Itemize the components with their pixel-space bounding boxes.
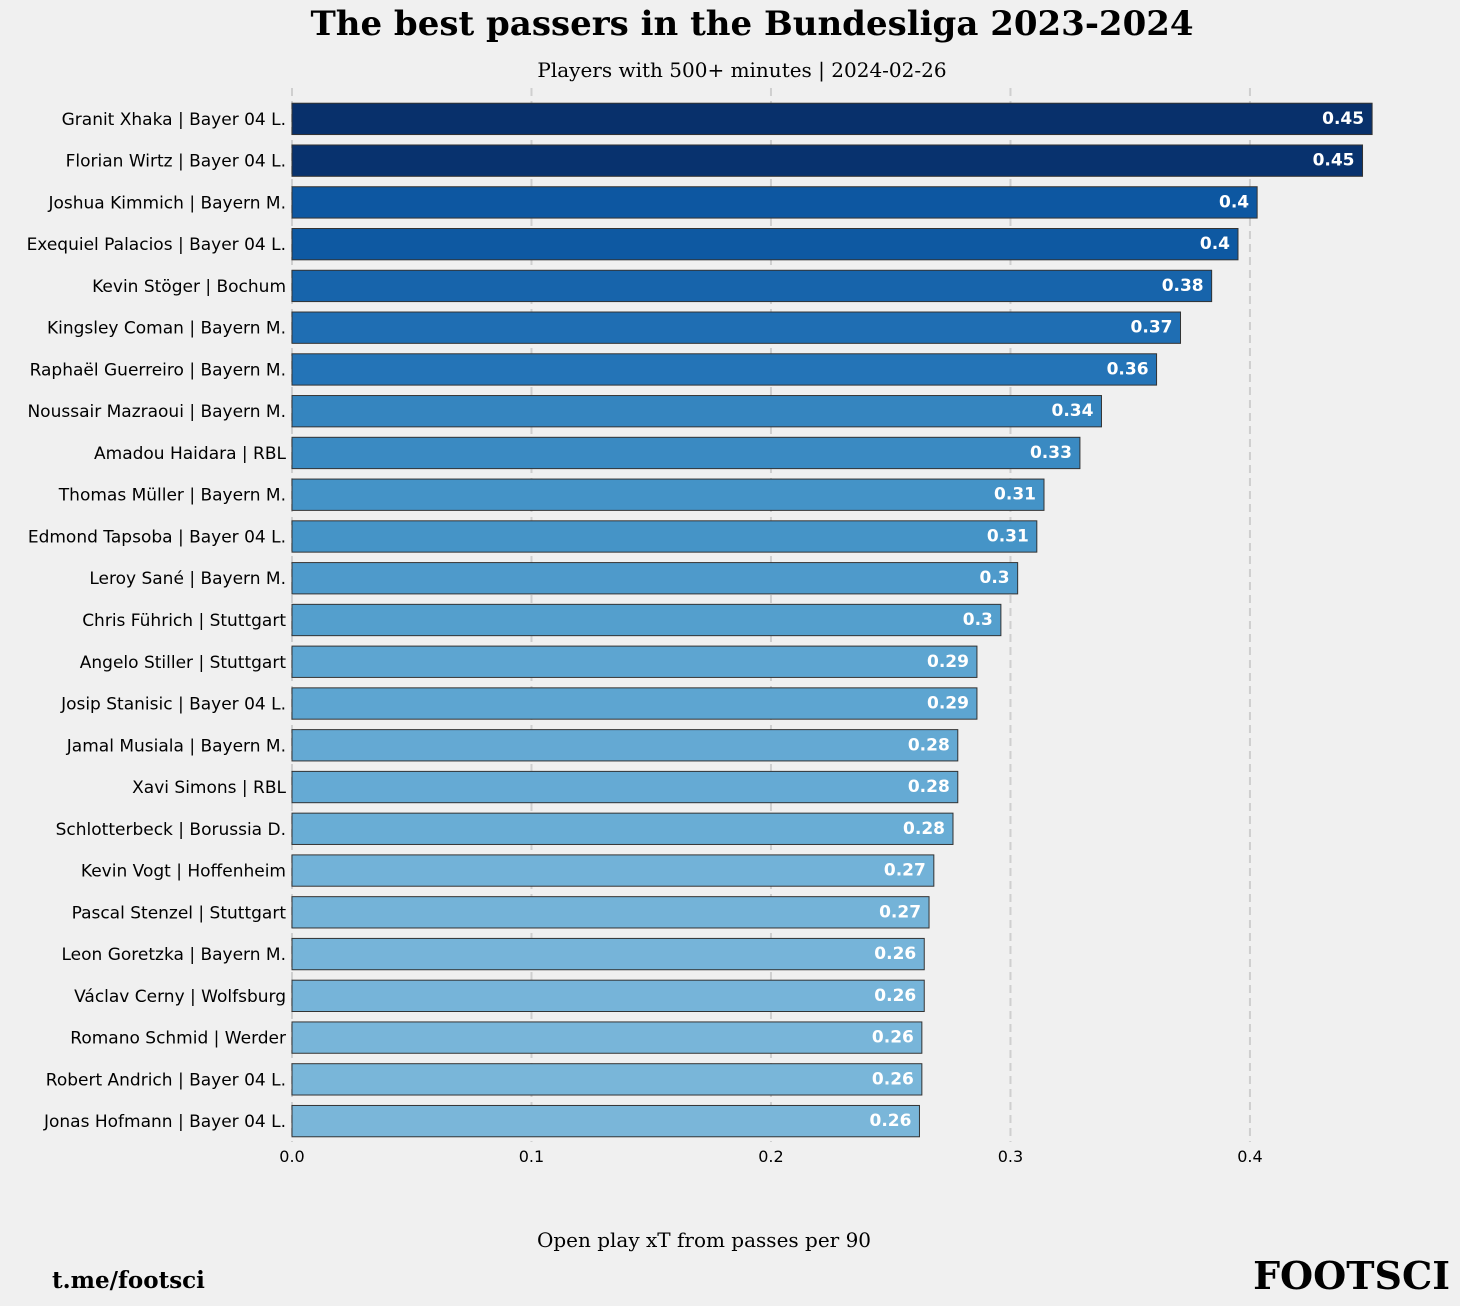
y-tick-label: Leon Goretzka | Bayern M. xyxy=(62,945,287,965)
x-tick-label: 0.2 xyxy=(758,1147,783,1166)
y-tick-label: Josip Stanisic | Bayer 04 L. xyxy=(60,695,286,715)
chart-subtitle: Players with 500+ minutes | 2024-02-26 xyxy=(537,58,946,83)
x-axis-label: Open play xT from passes per 90 xyxy=(537,1228,871,1252)
bar xyxy=(291,228,1239,261)
data-label: 0.27 xyxy=(884,861,926,881)
data-label: 0.36 xyxy=(1107,359,1149,379)
y-tick-label: Noussair Mazraoui | Bayern M. xyxy=(27,402,286,422)
y-tick-label: Jamal Musiala | Bayern M. xyxy=(66,736,286,756)
bar xyxy=(291,102,1373,136)
x-tick-label: 0.4 xyxy=(1237,1147,1262,1166)
y-tick-label: Romano Schmid | Werder xyxy=(70,1029,286,1049)
data-label: 0.26 xyxy=(872,1069,914,1089)
bar xyxy=(291,436,1081,470)
footer-left: t.me/footsci xyxy=(52,1267,205,1294)
y-tick-label: Florian Wirtz | Bayer 04 L. xyxy=(66,152,286,172)
bar xyxy=(291,979,925,1012)
data-label: 0.33 xyxy=(1030,443,1072,463)
bar xyxy=(291,1063,923,1096)
y-tick-label: Joshua Kimmich | Bayern M. xyxy=(47,193,286,213)
data-label: 0.45 xyxy=(1322,109,1364,129)
y-tick-label: Angelo Stiller | Stuttgart xyxy=(80,653,287,673)
data-label: 0.3 xyxy=(980,568,1010,588)
data-label: 0.37 xyxy=(1131,318,1173,338)
data-label: 0.4 xyxy=(1219,192,1249,212)
y-tick-label: Kingsley Coman | Bayern M. xyxy=(47,319,286,339)
y-tick-label: Edmond Tapsoba | Bayer 04 L. xyxy=(28,527,286,547)
data-label: 0.26 xyxy=(874,986,916,1006)
chart-title: The best passers in the Bundesliga 2023-… xyxy=(310,4,1193,44)
y-tick-label: Leroy Sané | Bayern M. xyxy=(89,569,286,589)
data-label: 0.31 xyxy=(994,485,1036,505)
y-tick-label: Pascal Stenzel | Stuttgart xyxy=(72,903,287,923)
data-label: 0.28 xyxy=(908,735,950,755)
data-label: 0.27 xyxy=(879,902,921,922)
bar xyxy=(291,729,959,762)
y-tick-label: Thomas Müller | Bayern M. xyxy=(58,486,286,506)
data-label: 0.38 xyxy=(1162,276,1204,296)
data-label: 0.29 xyxy=(927,652,969,672)
bar xyxy=(291,478,1045,511)
bar xyxy=(291,645,978,678)
bar xyxy=(291,854,935,887)
bar xyxy=(291,1021,923,1054)
x-tick-label: 0.1 xyxy=(519,1147,544,1166)
bar xyxy=(291,687,978,720)
bar xyxy=(291,603,1002,637)
bar xyxy=(291,269,1213,303)
data-label: 0.3 xyxy=(963,610,993,630)
bar xyxy=(291,1104,920,1138)
data-label: 0.28 xyxy=(908,777,950,797)
bar xyxy=(291,144,1364,177)
bar xyxy=(291,353,1158,386)
y-tick-label: Jonas Hofmann | Bayer 04 L. xyxy=(43,1112,286,1132)
bar xyxy=(291,896,930,929)
data-label: 0.26 xyxy=(870,1111,912,1131)
footer-right: FOOTSCI xyxy=(1253,1253,1450,1298)
y-tick-label: Kevin Vogt | Hoffenheim xyxy=(81,862,286,882)
y-tick-label: Kevin Stöger | Bochum xyxy=(92,277,286,297)
bar xyxy=(291,395,1102,428)
data-label: 0.28 xyxy=(903,819,945,839)
x-tick-label: 0.3 xyxy=(998,1147,1023,1166)
data-label: 0.26 xyxy=(874,944,916,964)
data-label: 0.26 xyxy=(872,1028,914,1048)
y-tick-label: Václav Cerny | Wolfsburg xyxy=(74,987,286,1007)
bar xyxy=(291,812,954,845)
y-tick-label: Amadou Haidara | RBL xyxy=(94,444,287,464)
bar xyxy=(291,186,1258,219)
data-label: 0.45 xyxy=(1313,151,1355,171)
data-label: 0.4 xyxy=(1200,234,1230,254)
bar xyxy=(291,311,1182,344)
x-tick-label: 0.0 xyxy=(279,1147,304,1166)
bar xyxy=(291,937,925,971)
data-label: 0.31 xyxy=(987,526,1029,546)
y-tick-label: Raphaël Guerreiro | Bayern M. xyxy=(30,360,286,380)
y-tick-label: Chris Führich | Stuttgart xyxy=(82,611,286,631)
data-label: 0.29 xyxy=(927,694,969,714)
y-tick-label: Schlotterbeck | Borussia D. xyxy=(56,820,286,840)
bar xyxy=(291,562,1019,595)
y-tick-label: Xavi Simons | RBL xyxy=(132,778,286,798)
data-label: 0.34 xyxy=(1052,401,1094,421)
y-tick-label: Robert Andrich | Bayer 04 L. xyxy=(46,1070,286,1090)
bar xyxy=(291,770,959,804)
y-tick-label: Exequiel Palacios | Bayer 04 L. xyxy=(27,235,286,255)
bar xyxy=(291,520,1038,553)
y-tick-label: Granit Xhaka | Bayer 04 L. xyxy=(62,110,286,130)
